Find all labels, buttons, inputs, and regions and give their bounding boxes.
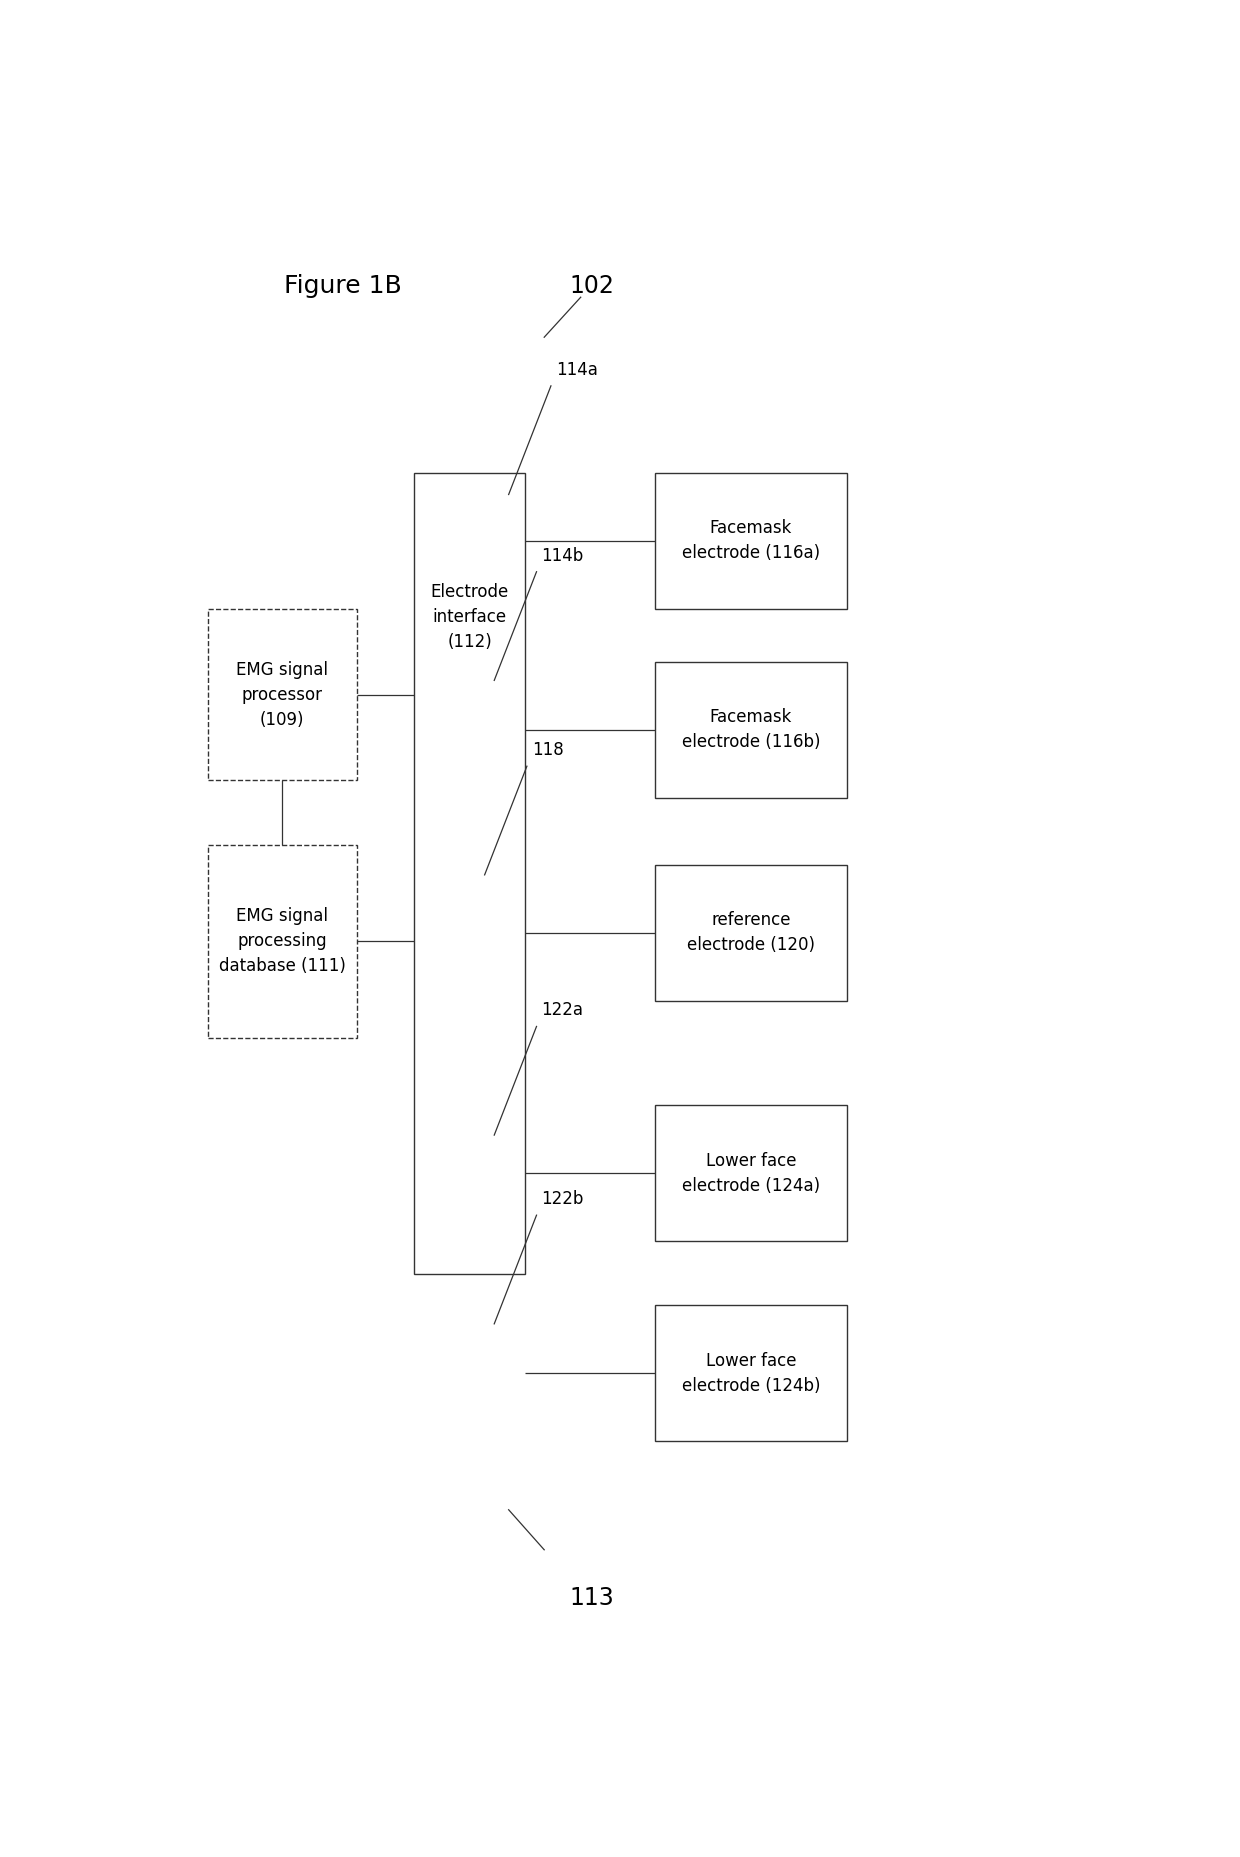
Text: 102: 102 xyxy=(570,273,615,297)
Bar xyxy=(208,609,357,780)
Text: 114a: 114a xyxy=(556,360,598,379)
Text: Lower face
electrode (124b): Lower face electrode (124b) xyxy=(682,1352,820,1395)
Text: Lower face
electrode (124a): Lower face electrode (124a) xyxy=(682,1151,820,1194)
Bar xyxy=(655,661,847,799)
Text: 114b: 114b xyxy=(542,546,584,565)
Text: 122a: 122a xyxy=(542,1001,583,1019)
Bar xyxy=(655,1105,847,1240)
Text: Figure 1B: Figure 1B xyxy=(284,273,402,297)
Text: Facemask
electrode (116a): Facemask electrode (116a) xyxy=(682,520,820,563)
Bar xyxy=(414,474,525,1274)
Text: 113: 113 xyxy=(570,1586,615,1610)
Bar xyxy=(208,845,357,1038)
Bar xyxy=(655,1305,847,1441)
Bar xyxy=(655,474,847,609)
Text: reference
electrode (120): reference electrode (120) xyxy=(687,912,815,954)
Text: 118: 118 xyxy=(532,741,563,760)
Bar xyxy=(655,865,847,1001)
Text: EMG signal
processing
database (111): EMG signal processing database (111) xyxy=(219,908,346,975)
Text: Facemask
electrode (116b): Facemask electrode (116b) xyxy=(682,708,820,752)
Text: Electrode
interface
(112): Electrode interface (112) xyxy=(430,583,508,652)
Text: EMG signal
processor
(109): EMG signal processor (109) xyxy=(237,661,329,728)
Text: 122b: 122b xyxy=(542,1190,584,1209)
